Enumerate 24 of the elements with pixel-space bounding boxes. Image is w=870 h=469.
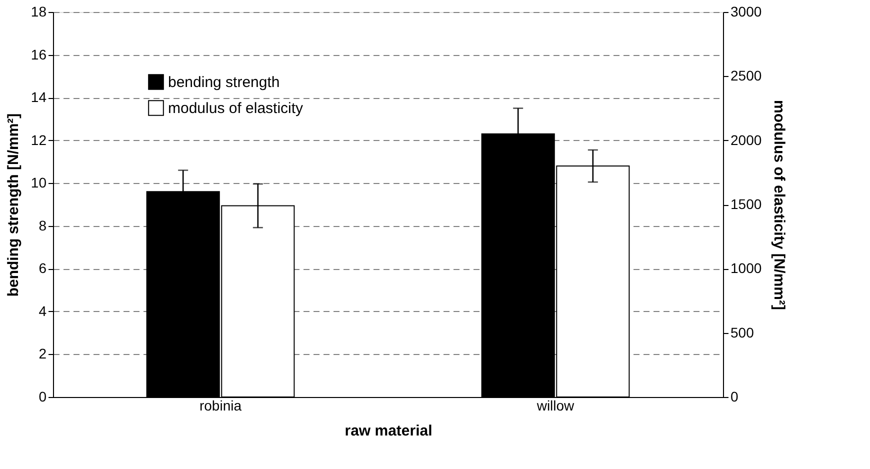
y-tick-label: 10	[30, 174, 47, 191]
y-tick-label: 2	[38, 346, 47, 362]
x-tick-label: robinia	[199, 398, 242, 414]
y2-tick-label: 3000	[730, 4, 762, 20]
x-axis-title: raw material	[344, 422, 432, 440]
y2-axis-title: modulus of elasticity [N/mm²]	[770, 100, 788, 310]
y-tick-label: 8	[38, 217, 47, 234]
y-tick-label: 16	[30, 46, 47, 62]
legend-label: bending strength	[168, 74, 280, 91]
y2-tick-label: 500	[730, 324, 754, 340]
x-tick-label: willow	[536, 398, 576, 414]
y-axis-title: bending strength [N/mm²]	[4, 113, 22, 297]
y-tick-label: 0	[38, 388, 47, 404]
y-tick-label: 4	[38, 302, 47, 319]
y-tick-label: 6	[38, 260, 47, 276]
y2-tick-label: 2500	[730, 68, 762, 84]
legend-label: modulus of elasticity	[168, 100, 304, 117]
y2-tick-label: 1500	[730, 196, 762, 212]
y-tick-label: 18	[30, 4, 47, 20]
y2-tick-label: 0	[730, 388, 738, 404]
y-tick-label: 12	[30, 132, 47, 148]
y2-tick-label: 1000	[730, 260, 762, 276]
y2-tick-label: 2000	[730, 132, 762, 148]
y-tick-label: 14	[30, 89, 47, 106]
